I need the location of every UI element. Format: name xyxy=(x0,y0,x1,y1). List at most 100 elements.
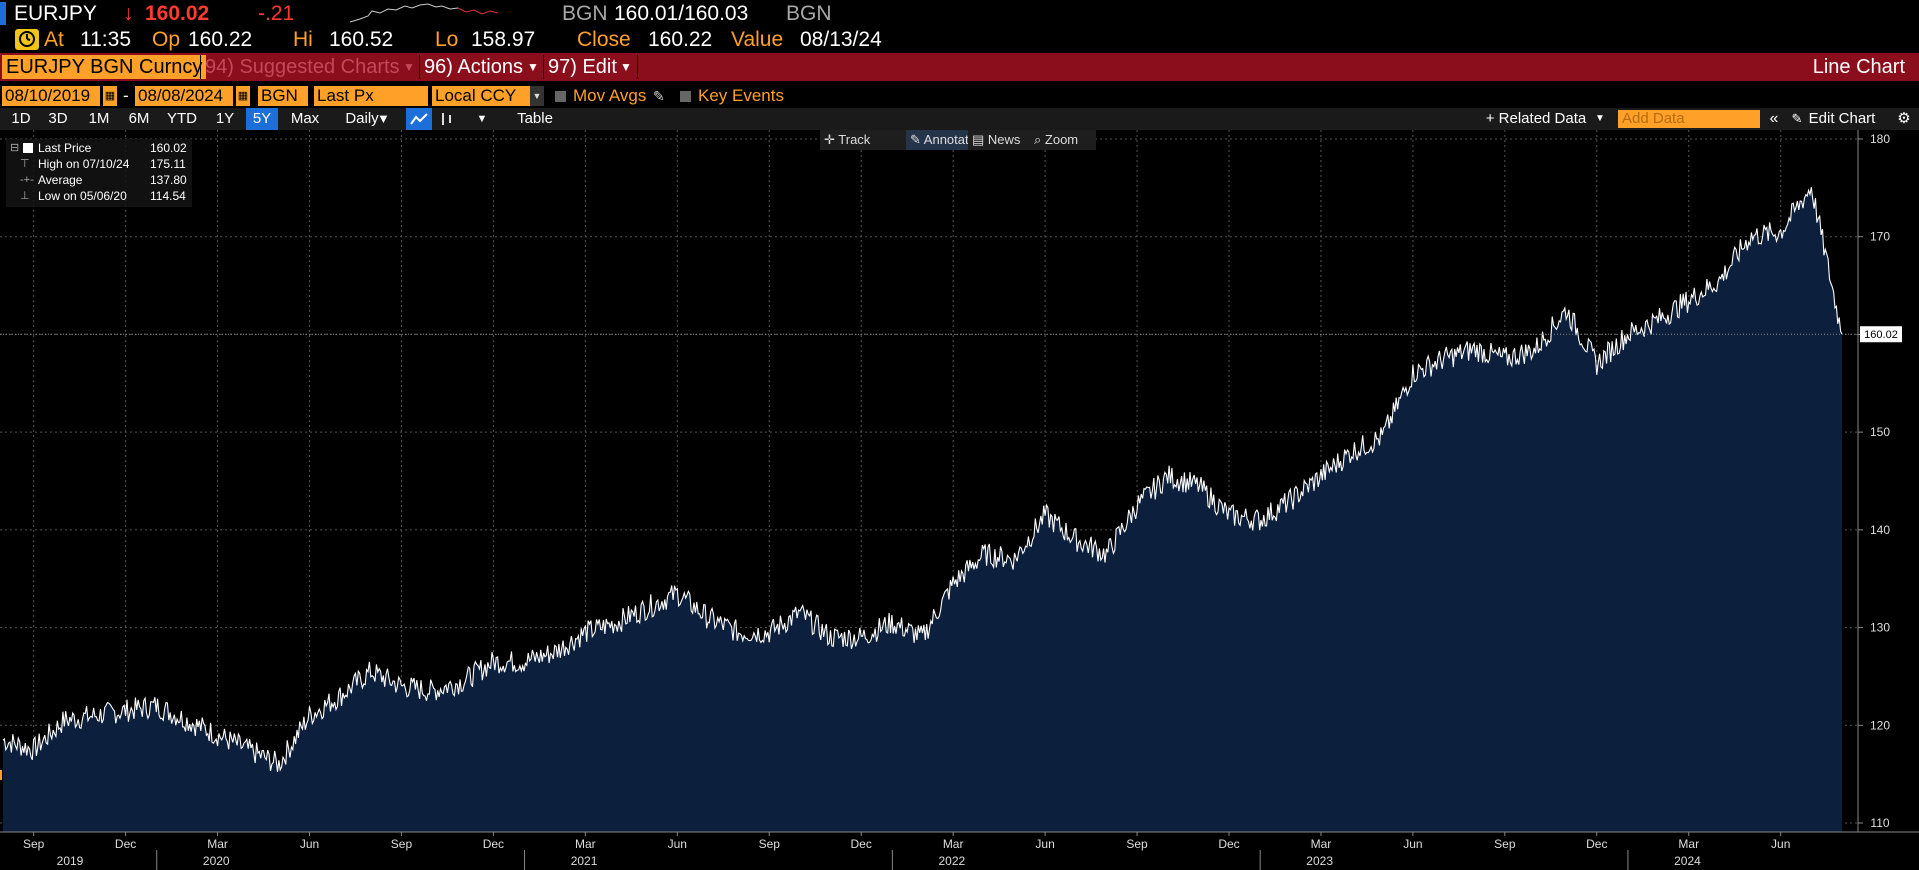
chart-canvas[interactable]: 110120130140150160170180160.02SepDecMarJ… xyxy=(0,130,1919,870)
range-ytd[interactable]: YTD xyxy=(167,110,197,127)
bar-chart-icon[interactable] xyxy=(436,108,458,130)
x-tick-label: Jun xyxy=(1035,837,1054,851)
source-field[interactable]: BGN xyxy=(258,86,308,106)
legend-row[interactable]: ⊟ Last Price 160.02 xyxy=(6,140,192,156)
zoom-tool[interactable]: ⌕ Zoom xyxy=(1030,130,1096,150)
suggested-charts-menu[interactable]: 94) Suggested Charts xyxy=(205,56,400,78)
date-separator: - xyxy=(123,86,129,105)
table-button[interactable]: Table xyxy=(517,110,553,127)
clock-icon[interactable] xyxy=(15,29,39,50)
y-tick-label: 140 xyxy=(1870,523,1890,537)
x-tick-label: Jun xyxy=(1771,837,1790,851)
range-1y[interactable]: 1Y xyxy=(215,110,235,127)
news-icon: ▤ xyxy=(972,132,988,147)
actions-menu[interactable]: 96) Actions xyxy=(424,56,523,78)
y-tick-label: 170 xyxy=(1870,230,1890,244)
edit-menu[interactable]: 97) Edit xyxy=(548,56,617,78)
x-tick-label: Mar xyxy=(943,837,964,851)
chart-type-title: Line Chart xyxy=(1812,56,1905,78)
x-tick-label: Dec xyxy=(1586,837,1607,851)
track-tool[interactable]: ✛ Track xyxy=(820,130,910,150)
legend-label: Last Price xyxy=(38,141,92,155)
x-tick-label: Dec xyxy=(851,837,872,851)
line-chart-icon[interactable] xyxy=(406,108,432,130)
collapse-icon[interactable]: « xyxy=(1769,110,1779,127)
legend-value: 137.80 xyxy=(150,173,187,187)
gear-icon[interactable]: ⚙ xyxy=(1897,110,1911,127)
ticker[interactable]: EURJPY xyxy=(14,2,97,25)
start-date-field[interactable]: 08/10/2019 xyxy=(2,86,100,106)
security-marker xyxy=(0,2,6,25)
range-max[interactable]: Max xyxy=(290,110,320,127)
price-chart[interactable]: 110120130140150160170180160.02SepDecMarJ… xyxy=(0,130,1919,870)
x-tick-label: Sep xyxy=(1126,837,1148,851)
range-6m[interactable]: 6M xyxy=(128,110,150,127)
x-tick-label: Dec xyxy=(115,837,136,851)
y-tick-label: 130 xyxy=(1870,621,1890,635)
edit-chart-button[interactable]: Edit Chart xyxy=(1808,110,1876,127)
pencil-icon: ✎ xyxy=(910,132,924,147)
quote-header: EURJPY ↓ 160.02 -.21 BGN 160.01/160.03 B… xyxy=(0,0,1919,27)
security-field[interactable]: EURJPY BGN Curncy xyxy=(2,55,207,79)
chevron-down-icon: ▼ xyxy=(403,60,415,74)
legend-row[interactable]: ⊥ Low on 05/06/20 114.54 xyxy=(6,188,192,204)
x-tick-label: Mar xyxy=(1311,837,1332,851)
x-tick-label: Dec xyxy=(1218,837,1239,851)
x-tick-label: Sep xyxy=(391,837,413,851)
year-label: 2021 xyxy=(571,854,598,868)
mov-avgs-label[interactable]: Mov Avgs xyxy=(573,86,647,105)
key-events-checkbox[interactable] xyxy=(680,91,691,102)
range-1d[interactable]: 1D xyxy=(11,110,31,127)
frequency-selector[interactable]: Daily xyxy=(345,110,379,127)
chevron-down-icon[interactable]: ▼ xyxy=(476,113,488,125)
range-3d[interactable]: 3D xyxy=(48,110,68,127)
x-tick-label: Mar xyxy=(207,837,228,851)
mov-avgs-checkbox[interactable] xyxy=(555,91,566,102)
legend-label: Low on 05/06/20 xyxy=(38,189,127,203)
field-selector[interactable]: Last Px xyxy=(314,86,428,106)
close-label: Close xyxy=(577,28,631,51)
chevron-down-icon[interactable]: ▼ xyxy=(530,86,544,106)
crosshair-icon: ✛ xyxy=(824,132,839,147)
open-label: Op xyxy=(152,28,181,51)
at-label: At xyxy=(44,28,64,51)
last-price-label: 160.02 xyxy=(1864,329,1898,341)
sparkline xyxy=(350,3,499,23)
pencil-icon[interactable]: ✎ xyxy=(653,88,665,104)
year-label: 2019 xyxy=(57,854,84,868)
high-marker-icon: ⊤ xyxy=(20,158,30,170)
add-data-input[interactable]: Add Data xyxy=(1618,110,1760,128)
pencil-icon: ✎ xyxy=(1791,111,1803,126)
legend-value: 160.02 xyxy=(150,141,187,155)
chevron-down-icon: ▼ xyxy=(527,60,539,74)
range-1m[interactable]: 1M xyxy=(88,110,110,127)
at-time: 11:35 xyxy=(80,28,131,51)
calendar-icon[interactable]: ▦ xyxy=(103,86,117,106)
year-label: 2024 xyxy=(1674,854,1701,868)
year-label: 2022 xyxy=(938,854,965,868)
menu-bar: EURJPY BGN Curncy 94) Suggested Charts ▼… xyxy=(0,53,1919,81)
currency-selector[interactable]: Local CCY xyxy=(432,86,544,106)
chevron-down-icon: ▼ xyxy=(1595,113,1605,124)
key-events-label[interactable]: Key Events xyxy=(698,86,784,105)
x-tick-label: Sep xyxy=(759,837,781,851)
chevron-down-icon: ▼ xyxy=(620,60,632,74)
legend-label: Average xyxy=(38,173,83,187)
x-tick-label: Sep xyxy=(23,837,45,851)
last-price: 160.02 xyxy=(145,2,210,25)
x-tick-label: Jun xyxy=(1403,837,1422,851)
range-5y[interactable]: 5Y xyxy=(246,108,278,130)
collapse-toggle-icon[interactable]: ⊟ xyxy=(10,142,20,154)
legend-row[interactable]: ⊤ High on 07/10/24 175.11 xyxy=(6,156,192,172)
news-tool[interactable]: ▤ News xyxy=(968,130,1032,150)
price-area xyxy=(3,187,1842,832)
magnifier-icon: ⌕ xyxy=(1034,132,1045,147)
related-data-button[interactable]: + Related Data xyxy=(1485,110,1587,127)
down-arrow-icon: ↓ xyxy=(123,2,134,25)
legend-row[interactable]: -+- Average 137.80 xyxy=(6,172,192,188)
high-label: Hi xyxy=(293,28,313,51)
end-date-field[interactable]: 08/08/2024 xyxy=(135,86,233,106)
low-marker-icon: ⊥ xyxy=(20,190,30,202)
calendar-icon[interactable]: ▦ xyxy=(236,86,250,106)
last-price-box xyxy=(1860,326,1902,343)
